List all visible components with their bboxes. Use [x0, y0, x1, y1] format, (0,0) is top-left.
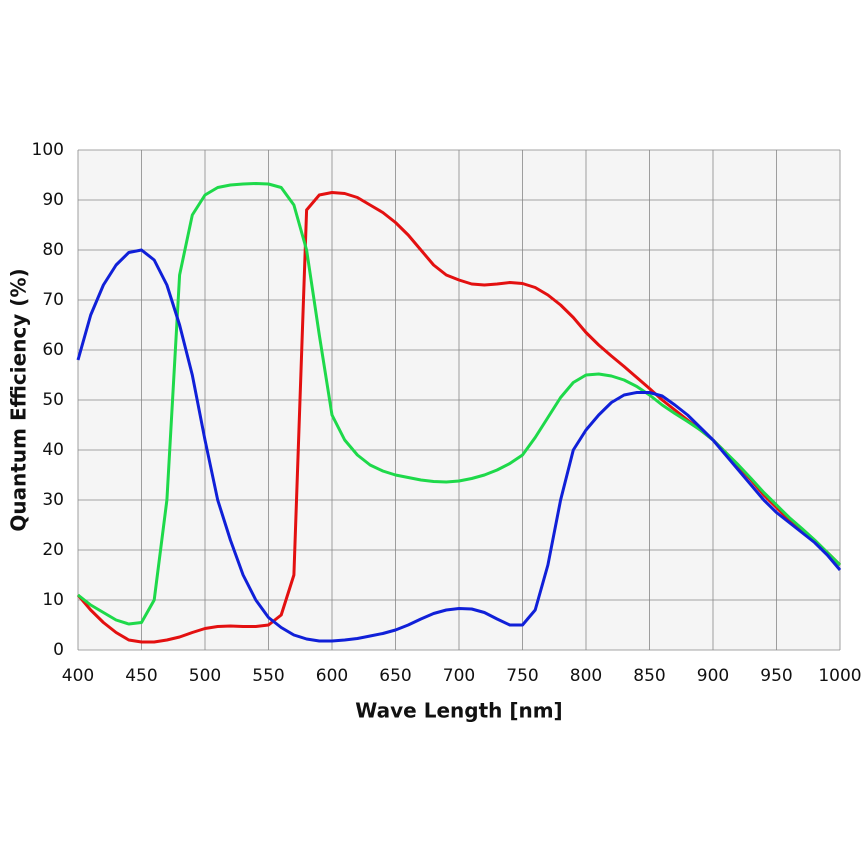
y-tick-label: 50 — [42, 390, 64, 410]
x-tick-label: 650 — [379, 666, 411, 686]
x-tick-label: 400 — [62, 666, 94, 686]
y-tick-label: 70 — [42, 290, 64, 310]
x-tick-label: 550 — [252, 666, 284, 686]
x-tick-label: 500 — [189, 666, 221, 686]
x-tick-label: 750 — [506, 666, 538, 686]
y-tick-label: 0 — [53, 640, 64, 660]
y-axis-label: Quantum Efficiency (%) — [7, 268, 31, 531]
x-tick-label: 900 — [697, 666, 729, 686]
line-series — [76, 248, 842, 643]
x-tick-label: 700 — [443, 666, 475, 686]
x-tick-label: 450 — [125, 666, 157, 686]
x-axis-label: Wave Length [nm] — [355, 699, 562, 723]
y-tick-label: 90 — [42, 190, 64, 210]
x-tick-label: 800 — [570, 666, 602, 686]
y-tick-label: 60 — [42, 340, 64, 360]
x-tick-label: 600 — [316, 666, 348, 686]
x-tick-label: 1000 — [818, 666, 861, 686]
y-tick-label: 10 — [42, 590, 64, 610]
y-tick-label: 40 — [42, 440, 64, 460]
x-tick-label: 950 — [760, 666, 792, 686]
y-tick-label: 20 — [42, 540, 64, 560]
y-tick-label: 80 — [42, 240, 64, 260]
x-tick-label: 850 — [633, 666, 665, 686]
y-tick-label: 30 — [42, 490, 64, 510]
y-tick-label: 100 — [32, 140, 64, 160]
